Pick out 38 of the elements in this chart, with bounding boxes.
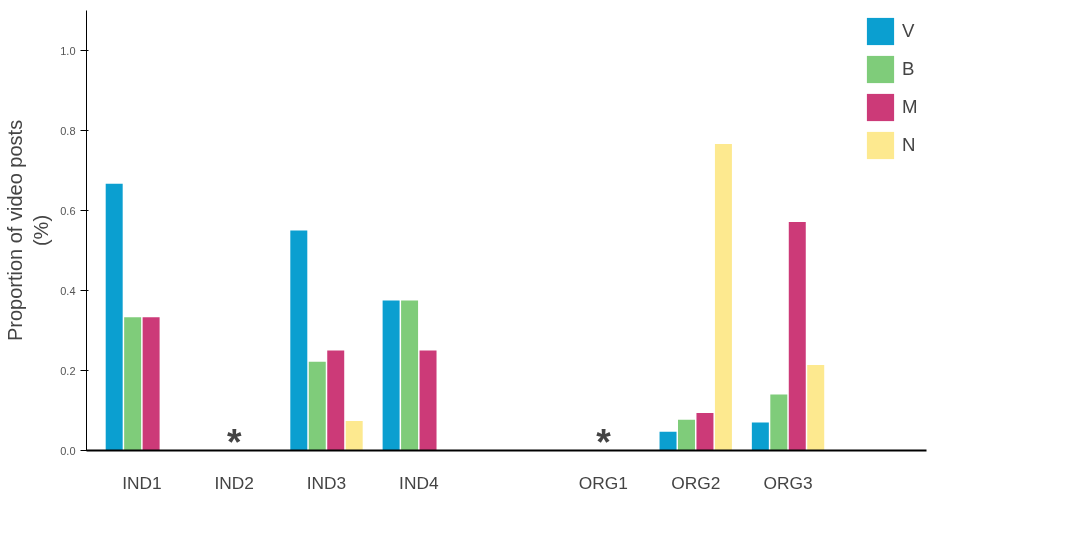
y-tick-label: 0.4 [60,284,76,297]
legend-label: V [902,20,916,42]
y-tick-label: 0.6 [60,204,76,217]
bar [105,183,123,451]
bar [770,394,788,451]
annotation: * [596,420,612,463]
bar [124,317,142,451]
y-tick-label: 0.8 [60,124,76,137]
annotation: * [226,420,242,463]
bar [290,230,308,451]
x-tick-label: IND1 [122,472,162,493]
legend-label: M [902,96,919,118]
x-tick-label: ORG3 [763,472,813,493]
bar [308,361,326,451]
bar [142,317,160,451]
bar [345,420,363,451]
bar [659,431,677,451]
y-tick-label: 0.2 [60,364,76,377]
bar [696,412,714,451]
bar [327,350,345,451]
x-tick-label: IND4 [399,472,439,493]
bar [678,419,695,451]
x-tick-label: ORG1 [578,472,628,493]
x-tick-label: IND3 [306,472,347,493]
bar [714,144,732,451]
x-tick-label: ORG2 [671,472,721,493]
bar [751,422,769,451]
bar [788,222,806,451]
y-tick-label: 0.0 [60,444,76,457]
bar [419,350,437,451]
legend-label: B [902,58,916,80]
x-tick-label: IND2 [214,472,254,493]
y-axis-title: Proportion of video posts (%) [3,119,53,342]
legend-label: N [902,134,917,156]
bar [382,300,400,451]
bar [807,364,825,451]
y-tick-label: 1.0 [60,44,76,57]
bar [401,300,419,451]
